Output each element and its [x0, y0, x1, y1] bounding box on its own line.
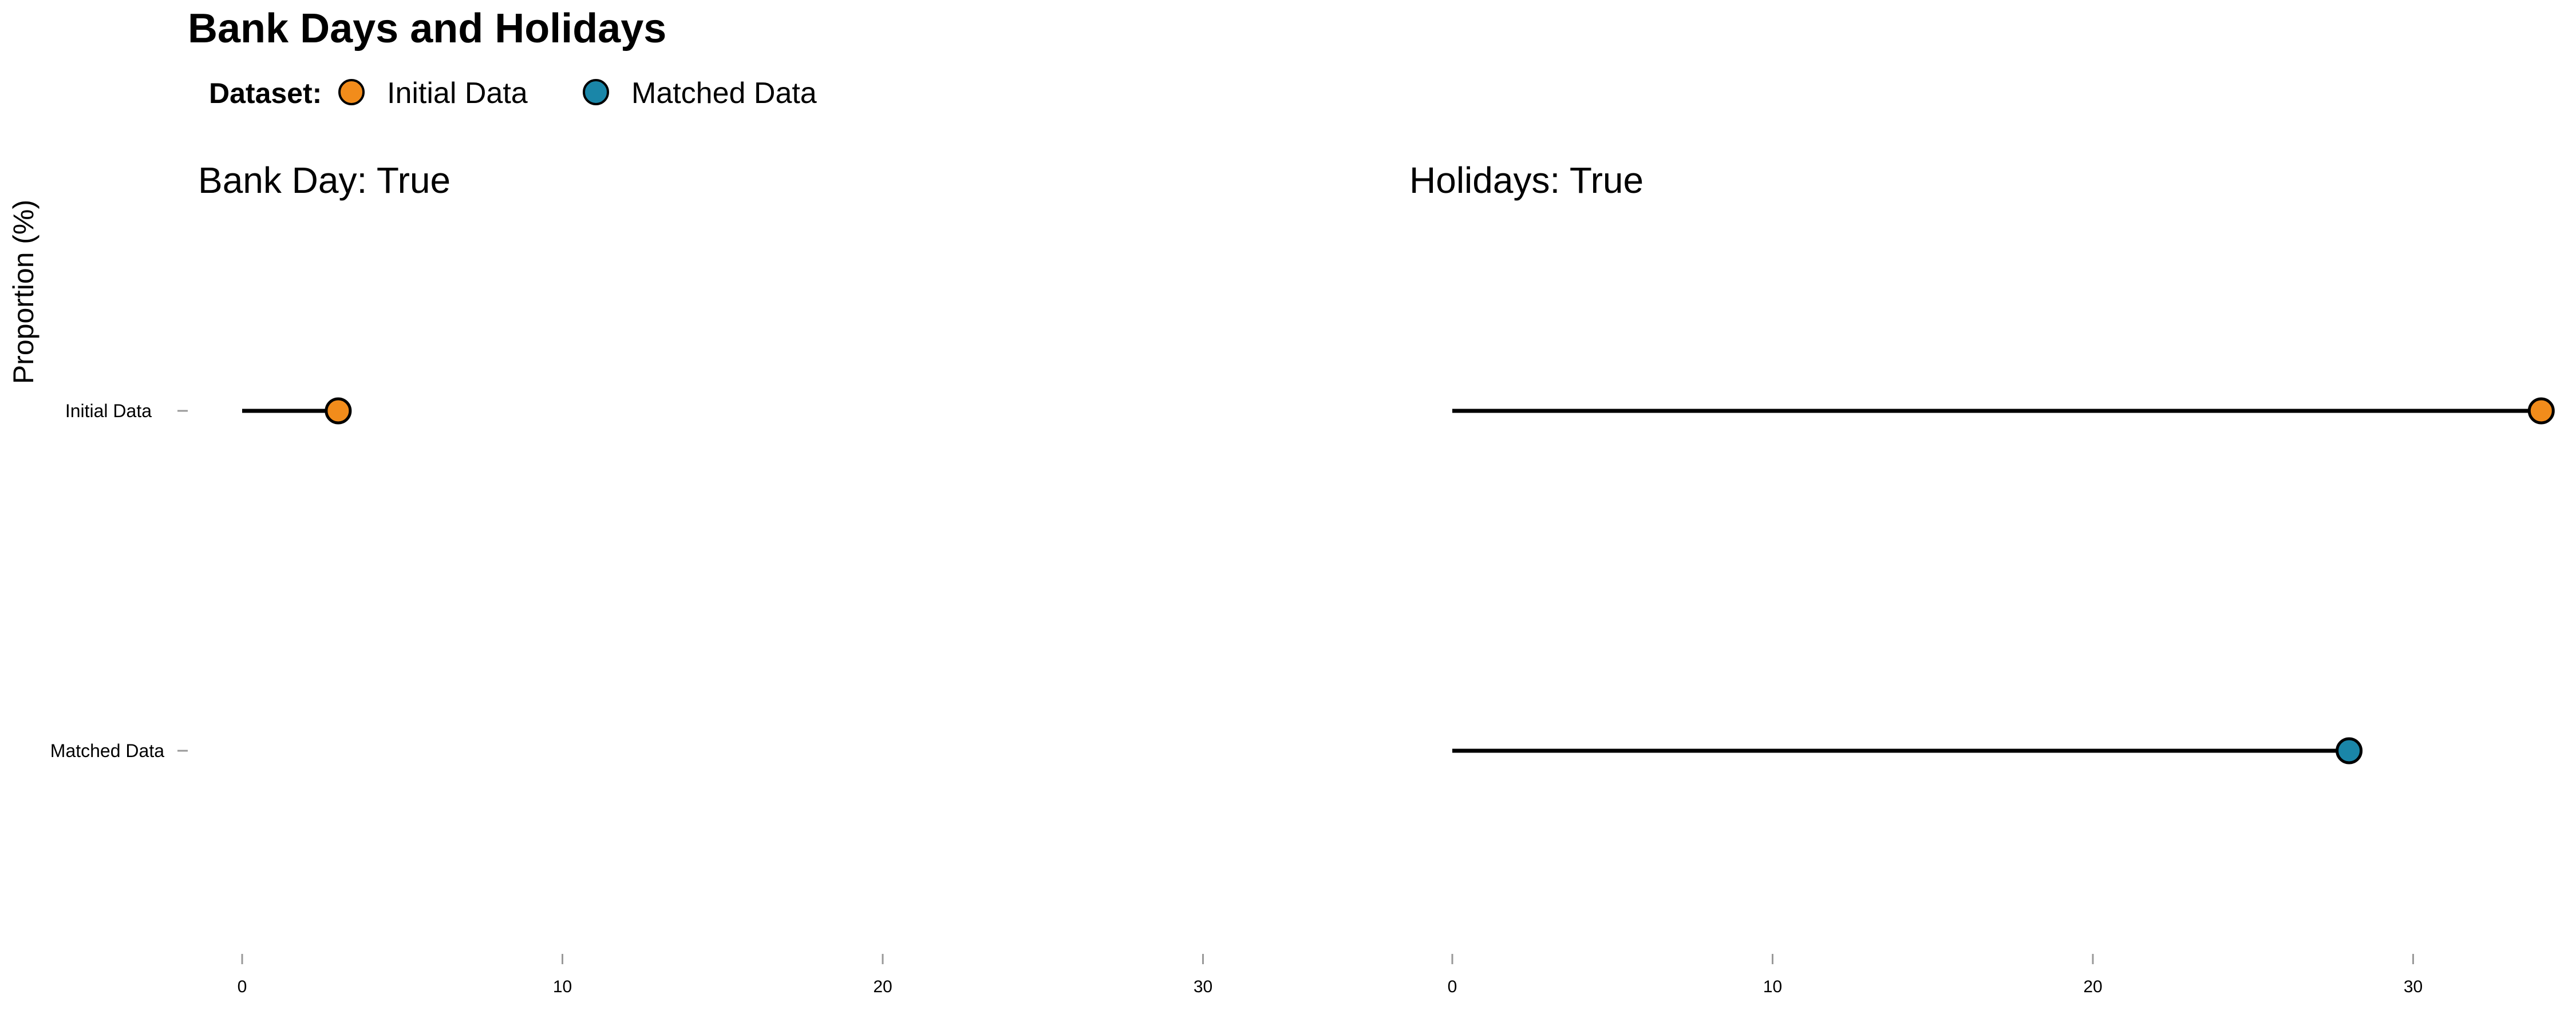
x-tick-label-bank-day-30: 30: [1194, 977, 1212, 996]
y-axis-title: Proportion (%): [7, 200, 39, 384]
point-bank-day-initial-data: [325, 397, 352, 425]
legend-label-matched-data: Matched Data: [631, 77, 817, 110]
x-tick-label-holidays-0: 0: [1448, 977, 1457, 996]
x-axis-holidays: 0 10 20 30: [1448, 954, 2423, 996]
x-axis-bank-day: 0 10 20 30: [238, 954, 1212, 996]
x-tick-label-holidays-30: 30: [2404, 977, 2423, 996]
legend-marker-matched-data: [583, 79, 609, 105]
y-axis: Initial Data Matched Data: [50, 401, 188, 761]
legend-title: Dataset:: [209, 77, 322, 109]
y-tick-label-initial-data: Initial Data: [65, 401, 152, 421]
y-tick-label-matched-data: Matched Data: [50, 740, 164, 761]
point-holidays-initial-data: [2527, 397, 2555, 425]
marks-holidays: [1452, 397, 2555, 764]
x-tick-label-bank-day-0: 0: [238, 977, 247, 996]
panel-holidays: Holidays: True 0 10 20 30: [1409, 160, 2555, 996]
panel-title-holidays: Holidays: True: [1409, 160, 1643, 201]
x-tick-label-holidays-10: 10: [1763, 977, 1782, 996]
legend-marker-initial-data: [338, 79, 365, 105]
chart-title: Bank Days and Holidays: [188, 6, 666, 52]
x-tick-label-bank-day-10: 10: [553, 977, 572, 996]
x-tick-label-holidays-20: 20: [2083, 977, 2102, 996]
legend: Dataset: Initial Data Matched Data: [209, 77, 817, 110]
panel-bank-day: Bank Day: True 0 10 20 30: [198, 160, 1212, 996]
point-holidays-matched-data: [2336, 737, 2363, 764]
x-tick-label-bank-day-20: 20: [873, 977, 892, 996]
marks-bank-day: [242, 397, 352, 425]
panel-title-bank-day: Bank Day: True: [198, 160, 451, 201]
legend-label-initial-data: Initial Data: [387, 77, 528, 110]
